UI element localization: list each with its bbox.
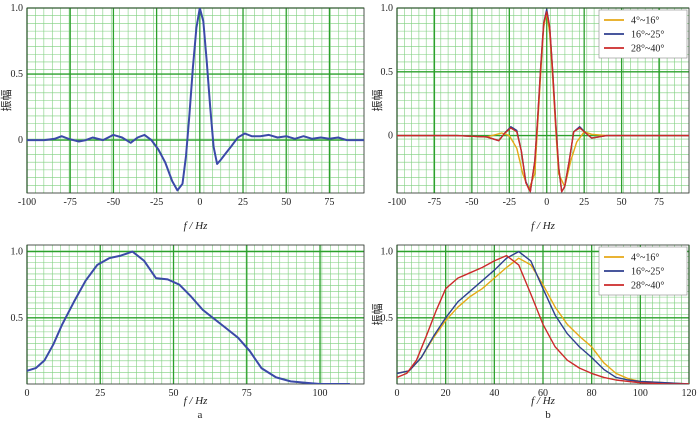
- series-line-2: [397, 250, 689, 384]
- panel-label-a: a: [198, 409, 203, 421]
- x-tick-label: 25: [579, 197, 589, 208]
- legend-entry: 4°~16°: [631, 253, 659, 264]
- x-tick-label: 100: [313, 388, 328, 399]
- x-axis-label: f / Hz: [531, 220, 556, 232]
- series-line-1: [397, 257, 689, 384]
- y-tick-label: 0.5: [11, 69, 24, 80]
- x-tick-label: 75: [654, 197, 664, 208]
- legend-entry: 16°~25°: [631, 267, 664, 278]
- x-tick-label: -25: [503, 197, 516, 208]
- y-tick-label: 0.5: [381, 313, 394, 324]
- x-tick-label: 40: [489, 388, 499, 399]
- y-tick-label: 0: [18, 135, 23, 146]
- x-tick-label: 60: [538, 388, 548, 399]
- y-tick-label: 1.0: [381, 3, 394, 14]
- plot-frame: [396, 244, 690, 385]
- y-tick-label: 1.0: [381, 247, 394, 258]
- x-tick-label: -100: [18, 197, 36, 208]
- x-tick-label: 0: [544, 197, 549, 208]
- x-tick-label: 0: [395, 388, 400, 399]
- x-tick-label: 20: [441, 388, 451, 399]
- x-tick-label: 100: [633, 388, 648, 399]
- y-axis-label: 振幅: [370, 304, 384, 326]
- grid: [26, 7, 365, 194]
- x-tick-label: 75: [324, 197, 334, 208]
- series-line-1: [27, 250, 351, 384]
- x-tick-label: 80: [587, 388, 597, 399]
- y-tick-label: 0.5: [11, 313, 24, 324]
- x-tick-label: -50: [465, 197, 478, 208]
- legend-entry: 28°~40°: [631, 44, 664, 55]
- y-tick-label: 0: [388, 131, 393, 142]
- chart-b-bottom: 0 20 40 60 80 100 120 0.5 1.0 f / Hz 振幅 4°~16° 16°~2…: [370, 244, 697, 407]
- plot-frame: [26, 7, 365, 194]
- series-line-3: [397, 11, 689, 193]
- plot-frame: [26, 244, 365, 385]
- x-tick-label: 50: [617, 197, 627, 208]
- plot-frame: [396, 7, 690, 194]
- x-tick-label: 75: [242, 388, 252, 399]
- x-tick-label: -50: [107, 197, 120, 208]
- y-tick-label: 1.0: [11, 3, 24, 14]
- x-axis-label: f / Hz: [531, 395, 556, 407]
- legend: 4°~16° 16°~25° 28°~40°: [598, 9, 688, 59]
- panel-label-b: b: [545, 409, 551, 421]
- x-tick-label: 0: [25, 388, 30, 399]
- x-tick-label: -75: [428, 197, 441, 208]
- x-tick-label: 50: [281, 197, 291, 208]
- series-line-3: [397, 254, 689, 384]
- x-axis-label: f / Hz: [184, 220, 209, 232]
- y-tick-label: 0.5: [381, 67, 394, 78]
- chart-a-top: -100 -75 -50 -25 0 25 50 75 0 0.5 1.0 f / Hz 振幅: [0, 3, 365, 232]
- x-tick-label: 25: [95, 388, 105, 399]
- y-axis-label: 振幅: [370, 90, 384, 112]
- y-tick-label: 1.0: [11, 247, 24, 258]
- chart-a-bottom: 0 25 50 75 100 0.5 1.0 f / Hz: [11, 244, 365, 407]
- x-tick-label: 0: [197, 197, 202, 208]
- legend-entry: 16°~25°: [631, 30, 664, 41]
- x-tick-label: -100: [388, 197, 406, 208]
- legend-entry: 4°~16°: [631, 16, 659, 27]
- grid: [26, 244, 365, 385]
- legend: 4°~16° 16°~25° 28°~40°: [598, 246, 688, 296]
- x-tick-label: 50: [169, 388, 179, 399]
- x-tick-label: -75: [64, 197, 77, 208]
- x-tick-label: 120: [682, 388, 697, 399]
- y-axis-label: 振幅: [0, 90, 13, 112]
- legend-entry: 28°~40°: [631, 281, 664, 292]
- chart-b-top: -100 -75 -50 -25 0 25 50 75 0 0.5 1.0 f / Hz 振幅 4°~16…: [370, 3, 690, 232]
- x-axis-label: f / Hz: [184, 395, 209, 407]
- x-tick-label: -25: [150, 197, 163, 208]
- series-line-1: [27, 8, 364, 192]
- x-tick-label: 25: [238, 197, 248, 208]
